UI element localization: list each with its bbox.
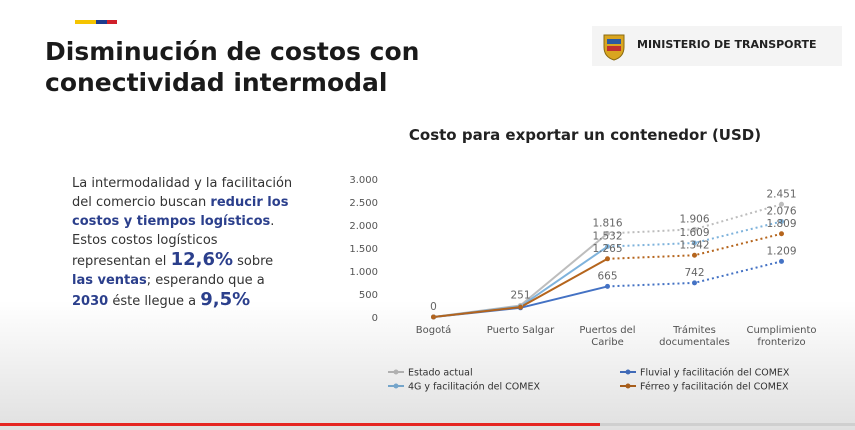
y-tick-label: 500 [359,290,378,301]
legend-label: 4G y facilitación del COMEX [408,382,540,393]
text: ; esperando que a [146,273,265,288]
y-tick-label: 2.000 [349,221,378,232]
flag-stripe [75,20,117,24]
point [605,230,610,236]
logo-text: MINISTERIO DE TRANSPORTE [637,38,817,51]
value-label: 1.342 [679,239,709,251]
progress-bar[interactable] [0,420,855,430]
y-tick-label: 1.500 [349,244,378,255]
legend-label: Fluvial y facilitación del COMEX [640,368,790,379]
x-tick-label: Puertos del Caribe [579,325,635,348]
point [779,219,784,225]
value-label: 251 [510,289,530,301]
x-tick-line: Trámites [672,324,716,336]
text: La intermodalidad y la facilitación del … [72,176,293,210]
point [779,231,784,237]
point [692,240,697,246]
point [605,244,610,250]
series-line-projected [607,232,782,260]
text: . Estos costos logísticos representan el [72,214,275,269]
value-label: 742 [684,267,704,279]
legend-dot [625,383,631,389]
highlight: 2030 [72,294,109,309]
value-label: 1.209 [766,245,796,257]
point [605,283,610,289]
text: éste llegue a [108,294,201,309]
highlight-number: 12,6% [170,249,234,270]
y-tick-label: 3.000 [349,175,378,186]
x-tick-line: Puerto Salgar [487,325,555,336]
coat-of-arms [603,34,625,61]
x-tick-label: Cumplimiento fronterizo [746,325,816,348]
x-tick-label: Trámites documentales [659,324,730,348]
legend-dot [393,369,399,375]
chart-title: Costo para exportar un contenedor (USD) [409,126,761,144]
body-text: La intermodalidad y la facilitación del … [72,174,297,311]
legend-dot [393,383,399,389]
highlight: reducir los costos y tiempos logísticos [72,195,289,229]
legend-label: Férreo y facilitación del COMEX [640,382,789,393]
value-label: 2.451 [766,188,796,200]
x-tick-line: Cumplimiento [746,325,816,336]
point [692,252,697,258]
legend-dot [625,369,631,375]
highlight: las ventas [72,273,147,288]
x-tick-label: Bogotá [416,324,452,336]
y-tick-label: 1.000 [349,267,378,278]
x-tick-line: fronterizo [757,337,805,348]
point [518,304,523,310]
value-label: 1.809 [766,218,796,230]
value-label: 665 [597,270,617,282]
series-line-projected [607,260,782,288]
value-label: 0 [430,301,437,313]
value-label: 1.609 [679,227,709,239]
highlight-number: 9,5% [200,289,251,310]
value-label: 2.076 [766,206,796,218]
legend-label: Estado actual [408,368,473,379]
slide-title: Disminución de costos con conectividad i… [45,37,420,97]
point [605,256,610,262]
value-label: 1.532 [592,231,622,243]
series-line-projected [607,220,782,248]
value-label: 1.816 [592,217,622,229]
logo: MINISTERIO DE TRANSPORTE [592,26,842,66]
x-tick-line: Puertos del [579,325,635,336]
value-label: 1.265 [592,243,622,255]
y-tick-label: 0 [372,313,378,324]
value-label: 1.906 [679,213,709,225]
x-tick-label: Puerto Salgar [487,325,555,336]
point [779,258,784,264]
point [692,280,697,286]
x-tick-line: documentales [659,337,730,348]
point [692,226,697,232]
point [431,314,436,320]
point [779,201,784,207]
text: sobre [233,254,274,269]
x-tick-line: Bogotá [416,324,452,336]
y-tick-label: 2.500 [349,198,378,209]
x-tick-line: Caribe [591,337,624,348]
